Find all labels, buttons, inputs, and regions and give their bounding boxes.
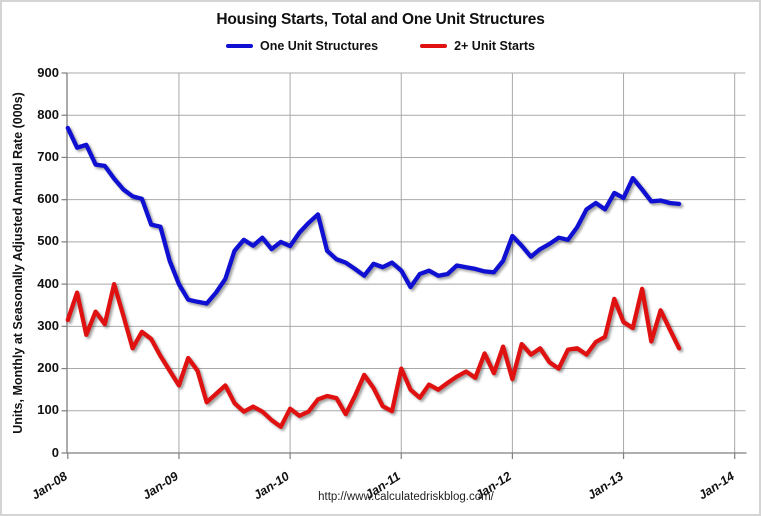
axes bbox=[61, 72, 747, 459]
y-tick-label-0: 0 bbox=[51, 444, 59, 460]
legend-item-two-plus-unit: 2+ Unit Starts bbox=[420, 39, 535, 53]
y-tick-label-500: 500 bbox=[37, 233, 59, 249]
y-tick-label-300: 300 bbox=[37, 317, 59, 333]
legend-label-two-plus-unit: 2+ Unit Starts bbox=[454, 39, 535, 53]
y-tick-label-600: 600 bbox=[37, 191, 59, 207]
y-tick-label-800: 800 bbox=[37, 106, 59, 122]
chart-title: Housing Starts, Total and One Unit Struc… bbox=[216, 11, 545, 28]
one-unit-line-swatch bbox=[225, 43, 253, 49]
y-tick-label-900: 900 bbox=[37, 64, 59, 80]
y-tick-label-200: 200 bbox=[37, 360, 59, 376]
y-tick-label-700: 700 bbox=[37, 148, 59, 164]
two-plus-unit-starts-line bbox=[65, 281, 682, 429]
legend-label-one-unit: One Unit Structures bbox=[259, 39, 379, 53]
two-plus-unit-line-swatch bbox=[420, 43, 448, 49]
one-unit-structures-line bbox=[65, 125, 682, 306]
chart-legend: One Unit Structures 2+ Unit Starts bbox=[2, 39, 759, 53]
legend-item-one-unit: One Unit Structures bbox=[225, 39, 379, 53]
source-url: http://www.calculatedriskblog.com/ bbox=[318, 491, 494, 503]
y-tick-label-400: 400 bbox=[37, 275, 59, 291]
y-tick-label-100: 100 bbox=[37, 402, 59, 418]
